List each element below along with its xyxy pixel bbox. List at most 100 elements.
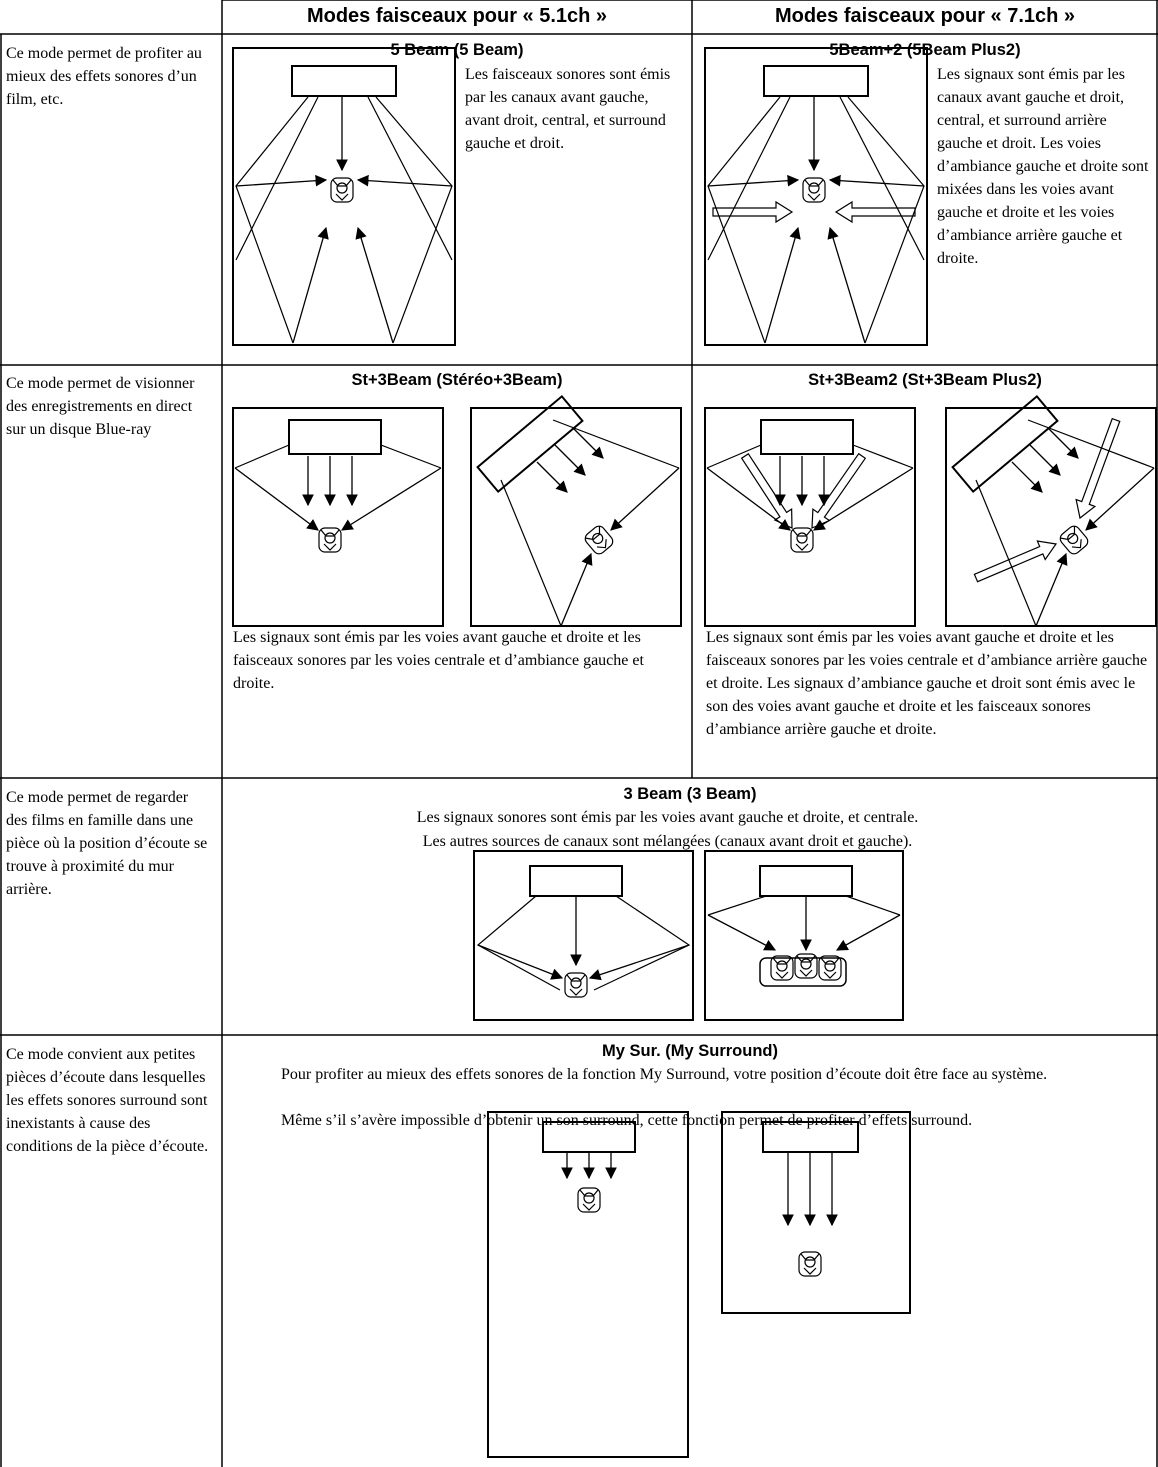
speaker (763, 65, 869, 97)
arrow (292, 226, 329, 344)
listener-part (324, 532, 336, 544)
listener-part (803, 1267, 817, 1275)
mode-text: Pour profiter au mieux des effets sonore… (281, 1066, 1048, 1083)
listener-part (823, 971, 837, 979)
listener-part (794, 953, 818, 979)
listener-part (818, 955, 842, 981)
listener-part (800, 958, 812, 970)
mode-title: 3 Beam (3 Beam) (623, 785, 757, 803)
listener (584, 525, 614, 555)
speaker (759, 865, 853, 897)
arrow (828, 174, 925, 187)
hollow-arrow (973, 540, 1058, 583)
arrow (572, 427, 604, 459)
beam (552, 419, 680, 469)
listener-part (796, 955, 816, 963)
column-header: Modes faisceaux pour « 5.1ch » (306, 5, 608, 27)
arrow (764, 226, 801, 344)
mode-title: 5 Beam (5 Beam) (390, 41, 524, 59)
arrow (355, 226, 394, 344)
arrow (1011, 461, 1043, 493)
room (721, 1111, 911, 1314)
listener-part (579, 1189, 599, 1197)
speaker (288, 419, 382, 455)
row-description: Ce mode permet de profiter au mieux des … (6, 45, 202, 108)
mode-text: Les faisceaux sonores sont émis par les … (465, 66, 671, 152)
listener (330, 177, 354, 203)
listener (564, 972, 588, 998)
beam (707, 895, 767, 916)
listener-part (583, 1192, 595, 1204)
beam (235, 96, 319, 261)
room (704, 47, 928, 346)
arrow (1029, 444, 1061, 476)
speaker (291, 65, 397, 97)
mode-title: St+3Beam (Stéréo+3Beam) (351, 371, 563, 389)
mode-text: Les autres sources de canaux sont mélang… (422, 833, 913, 850)
beam (235, 96, 309, 344)
beam (476, 895, 561, 991)
listener-part (802, 177, 826, 203)
mode-title: 5Beam+2 (5Beam Plus2) (829, 41, 1021, 59)
listener (794, 953, 818, 979)
beam (975, 479, 1037, 627)
listener-part (799, 969, 813, 977)
hollow-arrow (740, 452, 793, 529)
listener (318, 527, 342, 553)
row-description: Ce mode permet de regarder des films en … (6, 789, 208, 898)
listener-part (804, 179, 824, 187)
arrow (707, 174, 800, 187)
listener-part (577, 1187, 601, 1213)
listener-part (566, 974, 586, 982)
beam (706, 444, 762, 469)
room (473, 850, 694, 1021)
listener-part (564, 972, 588, 998)
listener (577, 1187, 601, 1213)
listener-part (795, 543, 809, 551)
listener-part (1059, 525, 1089, 555)
listener-part (1060, 526, 1076, 541)
listener-part (570, 977, 582, 989)
hollow-arrow (811, 452, 867, 529)
arrow (610, 467, 680, 531)
listener-part (592, 532, 604, 545)
row-description: Ce mode convient aux petites pièces d’éc… (6, 1046, 209, 1155)
listener (802, 177, 826, 203)
listener-part (569, 988, 583, 996)
room (470, 407, 682, 627)
arrow (356, 174, 453, 187)
mode-text: Les signaux sonores sont émis par les vo… (416, 809, 919, 826)
arrow (707, 914, 777, 951)
listener-part (1071, 539, 1082, 549)
arrow (1085, 467, 1155, 531)
listener-part (582, 1203, 596, 1211)
listener-part (796, 532, 808, 544)
arrow (560, 552, 593, 627)
listener-part (792, 529, 812, 537)
beam (367, 96, 453, 261)
listener-part (775, 971, 789, 979)
beam (234, 444, 290, 469)
listener-part (798, 1251, 822, 1277)
sofa (759, 957, 847, 987)
room (704, 850, 904, 1021)
listener (790, 527, 814, 553)
speaker (476, 394, 584, 494)
listener-part (800, 1253, 820, 1261)
arrow (813, 467, 914, 531)
listener-part (772, 957, 792, 965)
beam (707, 96, 781, 344)
room (232, 407, 444, 627)
listener-part (824, 960, 836, 972)
room (487, 1111, 689, 1458)
listener-part (808, 182, 820, 194)
listener-part (585, 526, 601, 541)
beam (845, 895, 901, 916)
hollow-arrow (712, 200, 794, 224)
listener-part (790, 527, 814, 553)
listener-part (336, 182, 348, 194)
listener-part (584, 525, 614, 555)
